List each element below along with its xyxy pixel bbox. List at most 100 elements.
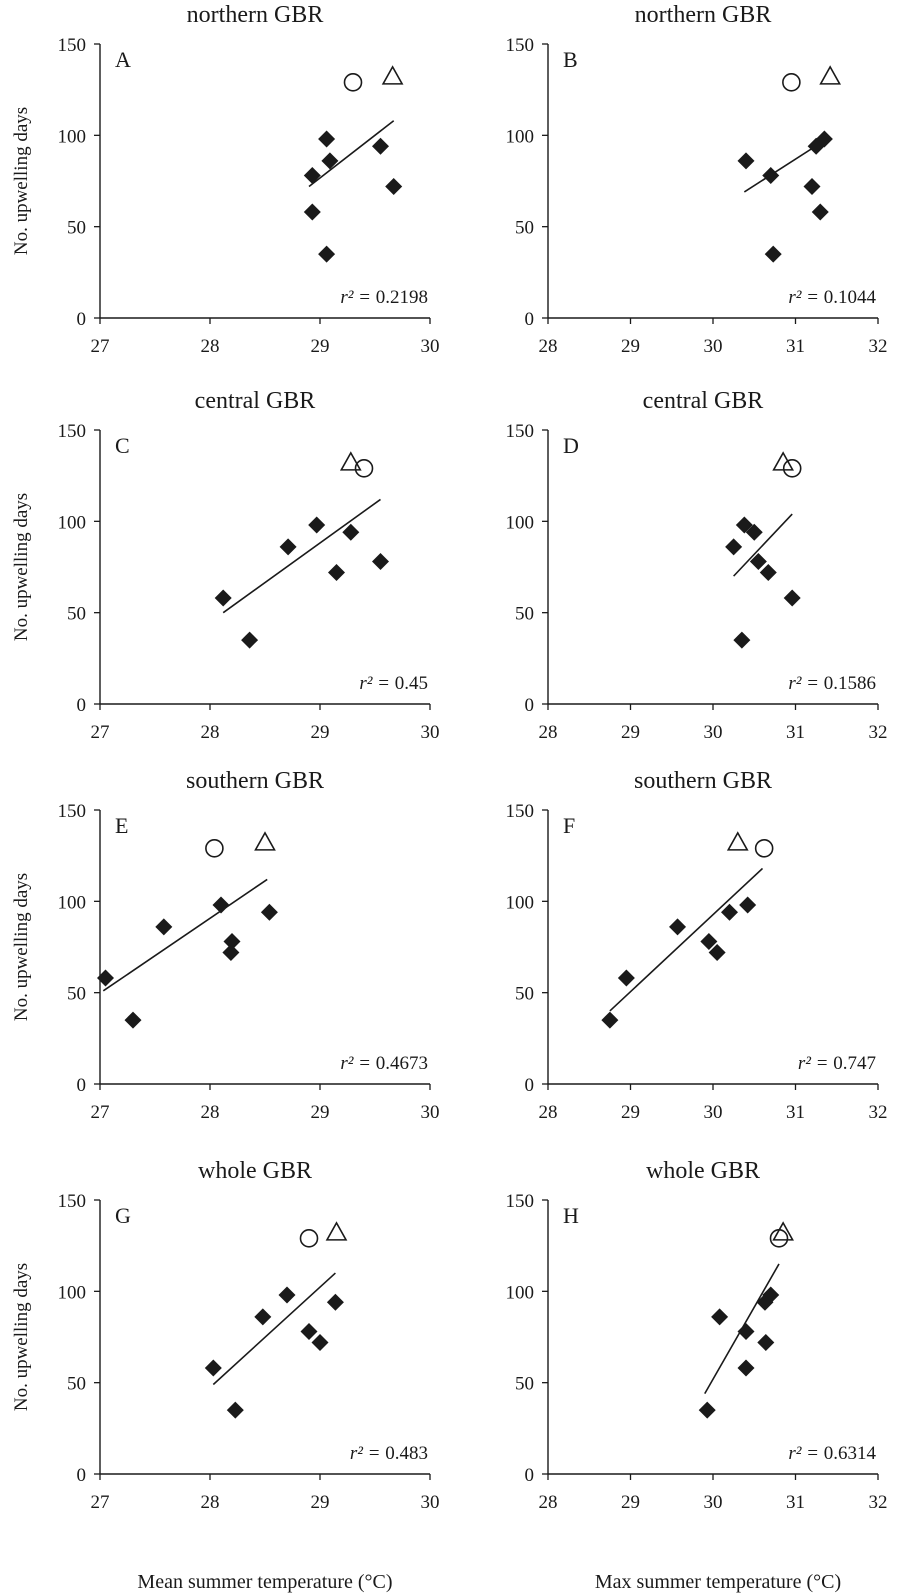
y-tick-label: 100 bbox=[58, 126, 87, 147]
diamond-point bbox=[669, 918, 687, 936]
r-squared-label: r² = 0.2198 bbox=[340, 287, 428, 308]
diamond-point bbox=[764, 245, 782, 263]
open-circle-point bbox=[343, 73, 363, 92]
x-tick-label: 27 bbox=[91, 722, 110, 743]
x-tick-label: 29 bbox=[311, 1492, 330, 1513]
diamond-point bbox=[737, 1359, 755, 1377]
y-tick-label: 100 bbox=[506, 892, 535, 913]
diamond-point bbox=[321, 152, 339, 170]
x-tick-label: 31 bbox=[786, 722, 805, 743]
r-squared-prefix: r² = bbox=[798, 1053, 833, 1074]
diamond-point bbox=[783, 589, 801, 607]
r-squared-prefix: r² = bbox=[788, 287, 823, 308]
x-tick-label: 29 bbox=[311, 336, 330, 357]
diamond-point bbox=[721, 903, 738, 921]
open-triangle-point bbox=[772, 1221, 794, 1241]
r-squared-prefix: r² = bbox=[340, 287, 375, 308]
y-tick-label: 150 bbox=[58, 421, 87, 442]
open-triangle-point bbox=[772, 451, 794, 471]
panel-d: central GBR 0 50 100 150 28 29 30 31 32 Dr² = 0.15… bbox=[506, 388, 888, 743]
y-tick-label: 150 bbox=[58, 1191, 87, 1212]
y-tick-label: 100 bbox=[58, 512, 87, 533]
diamond-point bbox=[601, 1011, 619, 1029]
diamond-point bbox=[303, 167, 321, 185]
x-tick-label: 30 bbox=[704, 1492, 723, 1513]
x-tick-label: 28 bbox=[539, 1492, 558, 1513]
y-tick-label: 50 bbox=[67, 984, 86, 1005]
diamond-point bbox=[811, 203, 829, 221]
panel-letter: D bbox=[563, 433, 579, 458]
y-tick-label: 150 bbox=[506, 35, 535, 56]
open-triangle-point bbox=[254, 831, 276, 851]
diamond-point bbox=[737, 152, 755, 170]
r-squared-label: r² = 0.1586 bbox=[788, 673, 876, 694]
diamond-point bbox=[279, 538, 297, 556]
x-tick-label: 32 bbox=[869, 1102, 888, 1123]
diamond-point bbox=[733, 631, 751, 649]
diamond-point bbox=[735, 516, 753, 534]
r-squared-label: r² = 0.45 bbox=[359, 673, 428, 694]
panel-letter: G bbox=[115, 1203, 131, 1228]
x-tick-label: 30 bbox=[421, 722, 440, 743]
x-tick-label: 29 bbox=[621, 1492, 640, 1513]
panel-title: northern GBR bbox=[635, 2, 772, 28]
y-tick-label: 50 bbox=[67, 604, 86, 625]
diamond-point bbox=[745, 523, 763, 541]
x-tick-label: 29 bbox=[311, 1102, 330, 1123]
open-circle-point bbox=[754, 839, 774, 858]
diamond-point bbox=[700, 933, 718, 951]
y-tick-label: 100 bbox=[506, 126, 535, 147]
x-tick-label: 30 bbox=[421, 1492, 440, 1513]
x-tick-label: 28 bbox=[539, 1102, 558, 1123]
y-tick-label: 50 bbox=[515, 604, 534, 625]
x-tick-label: 30 bbox=[704, 1102, 723, 1123]
x-tick-label: 32 bbox=[869, 722, 888, 743]
diamond-point bbox=[260, 903, 278, 921]
y-tick-label: 0 bbox=[525, 1075, 535, 1096]
y-tick-label: 50 bbox=[67, 218, 86, 239]
open-triangle-point bbox=[325, 1221, 348, 1241]
diamond-point bbox=[757, 1333, 775, 1351]
open-circle-point bbox=[782, 459, 802, 478]
y-tick-label: 150 bbox=[58, 801, 87, 822]
panel-f: southern GBR 0 50 100 150 28 29 30 31 32 Fr² = 0.7… bbox=[506, 768, 888, 1123]
open-circle-point bbox=[354, 459, 374, 478]
trendline bbox=[222, 498, 381, 614]
diamond-point bbox=[223, 933, 241, 951]
r-squared-label: r² = 0.4673 bbox=[340, 1053, 428, 1074]
diamond-point bbox=[737, 1323, 755, 1341]
diamond-point bbox=[739, 896, 757, 914]
panel-letter: H bbox=[563, 1203, 579, 1228]
diamond-point bbox=[762, 167, 780, 185]
panel-title: southern GBR bbox=[634, 768, 772, 794]
x-tick-label: 30 bbox=[704, 722, 723, 743]
y-tick-label: 100 bbox=[506, 512, 535, 533]
r-squared-value: 0.45 bbox=[395, 673, 428, 694]
x-tick-label: 28 bbox=[201, 336, 220, 357]
y-tick-label: 150 bbox=[506, 801, 535, 822]
diamond-point bbox=[308, 516, 326, 534]
diamond-point bbox=[326, 1293, 344, 1311]
diamond-point bbox=[204, 1359, 222, 1377]
diamond-point bbox=[759, 563, 777, 581]
x-tick-label: 29 bbox=[311, 722, 330, 743]
y-tick-label: 50 bbox=[515, 984, 534, 1005]
diamond-point bbox=[278, 1286, 296, 1304]
r-squared-prefix: r² = bbox=[359, 673, 394, 694]
diamond-point bbox=[222, 943, 240, 961]
r-squared-prefix: r² = bbox=[788, 1443, 823, 1464]
y-tick-label: 100 bbox=[506, 1282, 535, 1303]
diamond-point bbox=[318, 130, 336, 148]
x-tick-label: 28 bbox=[201, 1492, 220, 1513]
panel-letter: E bbox=[115, 813, 128, 838]
open-triangle-point bbox=[819, 65, 842, 85]
open-triangle-point bbox=[726, 831, 749, 851]
x-tick-label: 27 bbox=[91, 336, 110, 357]
panel-title: whole GBR bbox=[198, 1158, 312, 1184]
open-circle-point bbox=[769, 1229, 789, 1248]
diamond-point bbox=[711, 1308, 729, 1326]
panel-h: whole GBR 0 50 100 150 28 29 30 31 32 Hr² = 0.6314 bbox=[506, 1158, 888, 1513]
y-tick-label: 100 bbox=[58, 1282, 87, 1303]
diamond-point bbox=[124, 1011, 142, 1029]
